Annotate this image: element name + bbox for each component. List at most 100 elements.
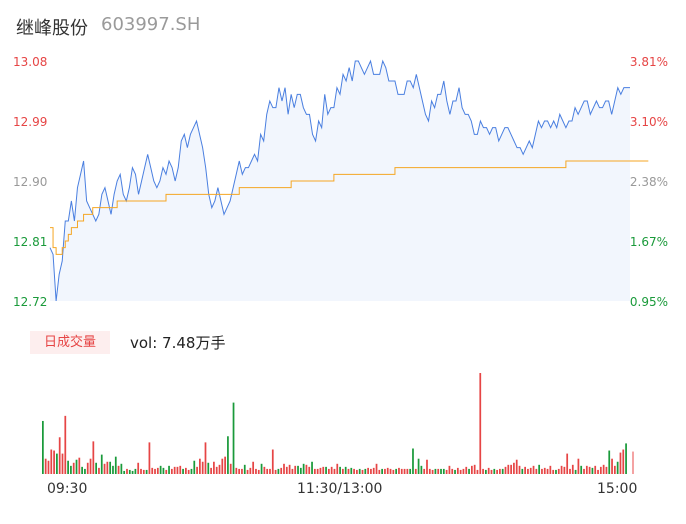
volume-bar (470, 465, 473, 474)
volume-bar (213, 461, 215, 474)
volume-bar (580, 465, 583, 474)
volume-bar (269, 468, 271, 474)
volume-bar (229, 463, 232, 474)
volume-bar (305, 464, 308, 474)
volume-bar (151, 467, 154, 474)
volume-bar (72, 462, 75, 474)
volume-bar (271, 449, 274, 474)
volume-bar (479, 373, 482, 474)
volume-bar (541, 468, 543, 474)
volume-bar (95, 462, 98, 474)
volume-bar (98, 467, 100, 474)
volume-bar (134, 468, 137, 474)
y-right-tick: 3.81% (629, 55, 668, 69)
volume-bar (501, 468, 504, 474)
volume-bar (546, 468, 549, 474)
volume-summary: vol: 7.48万手 (130, 334, 226, 352)
volume-bar (552, 469, 555, 474)
volume-bar (504, 466, 507, 474)
volume-bar (448, 465, 451, 474)
volume-bar (207, 462, 210, 474)
volume-bar (361, 469, 364, 474)
volume-bar (123, 470, 126, 474)
volume-bar (75, 459, 78, 474)
volume-bar (622, 449, 625, 474)
volume-bar (485, 469, 487, 474)
volume-bar (406, 468, 409, 474)
volume-bar (613, 465, 616, 474)
volume-bar (260, 463, 263, 474)
volume-bar (266, 468, 269, 474)
volume-bar (86, 462, 89, 474)
volume-bar (162, 467, 165, 474)
volume-tab[interactable]: 日成交量 (30, 331, 110, 354)
volume-bar (173, 466, 176, 474)
volume-bar (409, 468, 412, 474)
y-right-tick: 1.67% (629, 235, 668, 249)
volume-bar (47, 460, 50, 474)
volume-bar (241, 468, 243, 474)
volume-bar (126, 468, 128, 474)
y-right-tick: 0.95% (629, 295, 668, 309)
volume-bar (585, 465, 588, 474)
volume-bar (588, 466, 591, 474)
volume-bar (386, 467, 389, 474)
volume-bar (583, 468, 585, 474)
volume-bar (257, 469, 260, 474)
volume-bar (392, 469, 395, 474)
volume-bar (56, 453, 58, 474)
volume-bar (454, 469, 456, 474)
volume-bar (507, 464, 510, 474)
y-left-tick: 12.99 (13, 115, 48, 129)
volume-bar (611, 458, 613, 474)
volume-bar (445, 469, 448, 474)
volume-bar (356, 469, 358, 474)
y-left-tick: 12.81 (13, 235, 48, 249)
volume-bar (199, 458, 201, 474)
y-right-tick: 2.38% (629, 175, 668, 189)
volume-bar (608, 450, 611, 474)
volume-bar (243, 464, 246, 474)
volume-bar (389, 468, 392, 474)
volume-bar (274, 469, 277, 474)
volume-bar (336, 463, 339, 474)
volume-bar (120, 463, 123, 474)
volume-bar (451, 468, 454, 474)
stock-name: 继峰股份 (16, 18, 88, 39)
volume-bar (434, 468, 437, 474)
volume-bar (375, 463, 378, 474)
volume-bar (513, 462, 515, 474)
volume-bar (81, 466, 83, 474)
volume-bar (190, 468, 193, 474)
volume-bar (313, 468, 316, 474)
price-area (50, 61, 630, 301)
volume-bar (462, 468, 465, 474)
volume-bar (148, 442, 151, 474)
volume-bar (344, 466, 347, 474)
volume-bar (555, 469, 557, 474)
volume-bar (221, 458, 224, 474)
volume-bar (308, 466, 311, 474)
volume-bar (89, 458, 92, 474)
volume-bar (112, 465, 114, 474)
y-right-tick: 3.10% (629, 115, 668, 129)
y-left-tick: 12.72 (13, 295, 48, 309)
volume-bar (423, 468, 426, 474)
volume-bar (142, 469, 145, 474)
volume-bar (557, 468, 560, 474)
volume-bar (468, 468, 470, 474)
volume-bar (543, 467, 546, 474)
x-tick-open: 09:30 (47, 481, 88, 497)
volume-bar (235, 467, 238, 474)
volume-bar (353, 468, 355, 474)
volume-bar (218, 464, 221, 474)
volume-bar (347, 468, 350, 474)
volume-bar (428, 468, 431, 474)
volume-bar (602, 464, 605, 474)
volume-bar (131, 470, 134, 474)
volume-bar (490, 469, 493, 474)
volume-bar (325, 466, 327, 474)
volume-bar (395, 468, 398, 474)
volume-bar (249, 467, 252, 474)
